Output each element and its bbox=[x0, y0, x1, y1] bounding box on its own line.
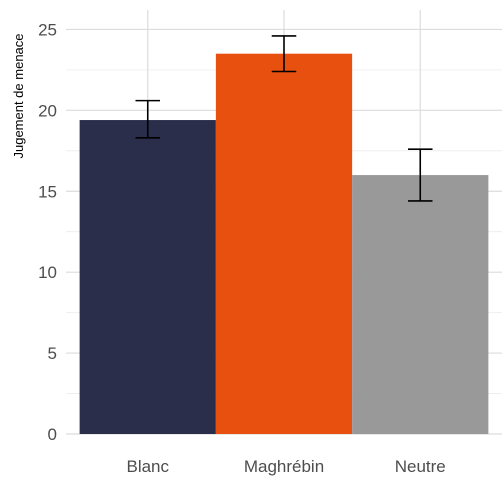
y-tick-label: 10 bbox=[38, 263, 57, 282]
x-axis: Blanc Maghrébin Neutre bbox=[126, 457, 445, 476]
y-tick-label: 15 bbox=[38, 182, 57, 201]
bar-maghrébin bbox=[215, 53, 353, 435]
x-tick-label: Blanc bbox=[126, 457, 169, 476]
y-tick-label: 20 bbox=[38, 101, 57, 120]
error-bars bbox=[135, 35, 433, 202]
x-tick-label: Maghrébin bbox=[244, 457, 324, 476]
bars bbox=[79, 53, 489, 435]
bar-neutre bbox=[352, 175, 489, 434]
y-tick-label: 25 bbox=[38, 20, 57, 39]
bar-blanc bbox=[79, 120, 216, 434]
y-tick-label: 5 bbox=[48, 344, 57, 363]
y-axis-title: Jugement de menace bbox=[11, 33, 26, 158]
y-tick-label: 0 bbox=[48, 425, 57, 444]
x-tick-label: Neutre bbox=[395, 457, 446, 476]
y-axis: 0 5 10 15 20 25 bbox=[38, 20, 57, 444]
